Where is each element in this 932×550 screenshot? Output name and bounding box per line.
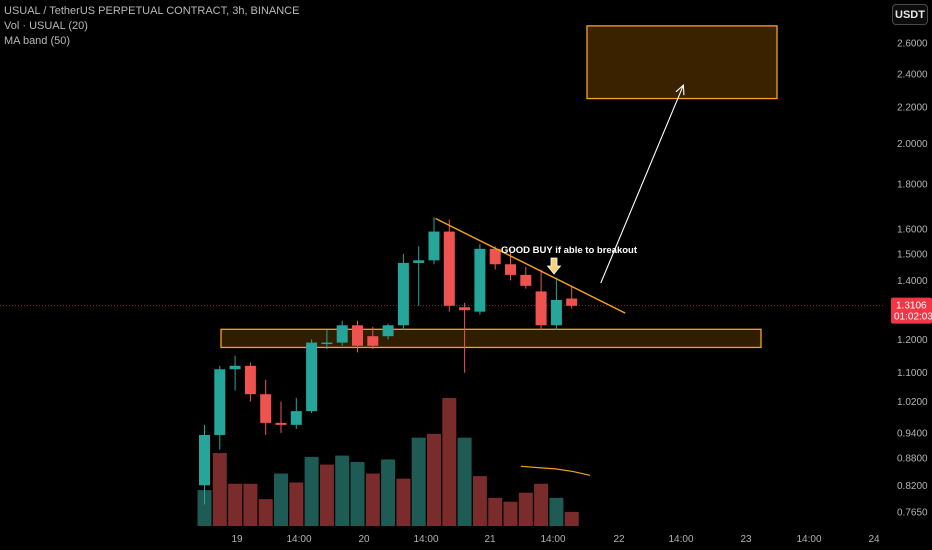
volume-bar xyxy=(258,499,273,526)
volume-bar xyxy=(442,398,457,526)
y-tick-label: 1.1000 xyxy=(897,368,928,379)
y-tick-label: 0.7650 xyxy=(897,507,928,518)
candle-body xyxy=(229,365,241,370)
volume-bar xyxy=(289,482,304,526)
volume-bar xyxy=(411,437,426,526)
candle-body xyxy=(550,299,562,326)
candle-body xyxy=(474,248,486,312)
y-tick-label: 1.8000 xyxy=(897,180,928,191)
y-tick-label: 0.8200 xyxy=(897,481,928,492)
candle-body xyxy=(566,298,578,306)
x-tick-label: 14:00 xyxy=(540,534,565,545)
x-tick-label: 14:00 xyxy=(413,534,438,545)
y-tick-label: 0.8800 xyxy=(897,454,928,465)
candle-body xyxy=(321,342,333,345)
volume-bar xyxy=(381,459,396,526)
candle-body xyxy=(367,336,379,346)
ma-band-indicator-label: MA band (50) xyxy=(4,35,71,47)
y-tick-label: 2.6000 xyxy=(897,39,928,50)
volume-bar xyxy=(228,483,243,526)
volume-bar xyxy=(197,490,212,526)
x-tick-label: 14:00 xyxy=(796,534,821,545)
candle-body xyxy=(214,369,226,435)
last-price-tag xyxy=(891,297,932,324)
y-tick-label: 1.6000 xyxy=(897,225,928,236)
volume-ma-line xyxy=(520,465,591,476)
candle-body xyxy=(413,260,425,263)
candle-body xyxy=(489,248,501,265)
volume-bar xyxy=(274,473,288,526)
candle-body xyxy=(459,307,471,311)
volume-bar xyxy=(472,476,487,526)
projection-arrow-head xyxy=(675,84,685,96)
drawings: GOOD BUY if able to breakout xyxy=(435,84,685,314)
volume-bar xyxy=(427,433,441,526)
down-arrow-icon xyxy=(546,257,562,275)
volume-bar xyxy=(488,497,503,526)
candle-body xyxy=(352,325,363,346)
y-tick-label: 2.2000 xyxy=(897,103,928,114)
y-tick-label: 0.9400 xyxy=(897,428,928,439)
volume-bar xyxy=(304,456,319,526)
x-tick-label: 21 xyxy=(484,534,496,545)
candle-body xyxy=(535,291,547,326)
candle-body xyxy=(443,231,455,306)
volume-indicator-label: Vol · USUAL (20) xyxy=(4,20,88,32)
candle-body xyxy=(336,325,348,343)
candle-body xyxy=(244,365,256,395)
x-tick-label: 23 xyxy=(740,534,752,545)
y-tick-label: 2.0000 xyxy=(897,139,928,150)
candle-body xyxy=(306,342,318,412)
y-tick-label: 1.5000 xyxy=(897,249,928,260)
volume-bar xyxy=(564,511,579,526)
volume-bar xyxy=(350,462,365,526)
volume-bar xyxy=(365,473,380,526)
currency-button[interactable]: USDT xyxy=(892,4,928,25)
projection-arrow-line xyxy=(600,84,684,284)
volume-bar xyxy=(396,478,411,526)
y-tick-label: 2.4000 xyxy=(897,69,928,80)
x-tick-label: 24 xyxy=(868,534,880,545)
volume-bar xyxy=(319,464,334,526)
y-tick-label: 1.2000 xyxy=(897,335,928,346)
candle-body xyxy=(428,231,440,261)
volume-bar xyxy=(549,497,564,526)
x-tick-label: 20 xyxy=(358,534,370,545)
candles xyxy=(199,217,578,505)
descending-trendline xyxy=(435,217,626,314)
y-tick-label: 1.4000 xyxy=(897,276,928,287)
x-tick-label: 19 xyxy=(231,534,243,545)
annotation-zones xyxy=(220,25,778,349)
volume-bar xyxy=(212,453,227,526)
chart-legend: USUAL / TetherUS PERPETUAL CONTRACT, 3h,… xyxy=(4,4,299,49)
candle-body xyxy=(275,422,287,425)
candle-body xyxy=(260,394,272,423)
volume-bar xyxy=(243,483,258,526)
candle-body xyxy=(397,262,409,326)
volume-bar xyxy=(503,501,518,526)
candle-body xyxy=(520,274,532,286)
volume-bar xyxy=(518,492,533,526)
x-tick-label: 14:00 xyxy=(286,534,311,545)
candle-body xyxy=(199,434,210,486)
x-tick-label: 14:00 xyxy=(668,534,693,545)
last-price-value: 1.3106 xyxy=(896,301,927,312)
symbol-title: USUAL / TetherUS PERPETUAL CONTRACT, 3h,… xyxy=(4,5,300,17)
candle-countdown: 01:02:03 xyxy=(894,312,932,323)
volume-bar xyxy=(534,483,549,526)
x-tick-label: 22 xyxy=(613,534,625,545)
support-zone-box xyxy=(220,328,762,349)
candle-body xyxy=(505,264,516,275)
breakout-annotation: GOOD BUY if able to breakout xyxy=(501,245,638,256)
candle-body xyxy=(382,325,394,337)
volume-bar xyxy=(335,455,350,526)
axes: 2.6000 2.4000 2.2000 2.0000 1.8000 1.6000 1.50… xyxy=(231,39,932,545)
volume-bars xyxy=(197,398,591,526)
volume-bar xyxy=(457,437,472,526)
candle-body xyxy=(290,411,302,425)
y-tick-label: 1.0200 xyxy=(897,397,928,408)
